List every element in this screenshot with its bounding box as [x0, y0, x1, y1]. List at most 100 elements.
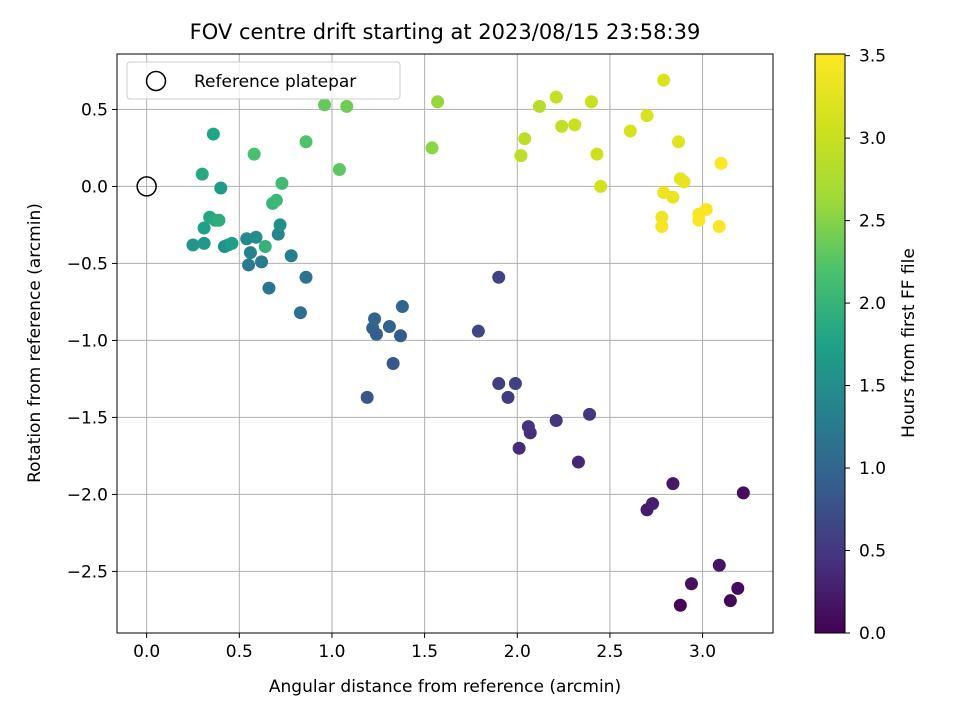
- data-point: [258, 239, 272, 253]
- colorbar-tick-label: 3.5: [859, 47, 886, 67]
- data-point: [197, 221, 211, 235]
- y-tick-label: −0.5: [67, 254, 108, 274]
- data-point: [568, 118, 582, 132]
- data-point: [692, 213, 706, 227]
- data-point: [623, 124, 637, 138]
- y-tick-label: 0.5: [81, 100, 108, 120]
- data-point: [646, 497, 660, 511]
- data-point: [318, 98, 332, 112]
- data-point: [275, 176, 289, 190]
- legend-reference-marker: [145, 70, 167, 92]
- plot-frame: [116, 53, 774, 634]
- data-point: [395, 300, 409, 314]
- data-point: [293, 306, 307, 320]
- data-point: [269, 193, 283, 207]
- data-point: [699, 203, 713, 217]
- x-axis-ticks: 0.0 0.5 1.0 1.5 2.0 2.5 3.0: [133, 633, 716, 662]
- data-point: [518, 132, 532, 146]
- legend: Reference platepar: [126, 61, 401, 100]
- colorbar-tick-label: 0.5: [859, 542, 886, 562]
- data-point: [206, 127, 220, 141]
- data-point: [731, 581, 745, 595]
- x-tick-label: 2.0: [504, 642, 531, 662]
- x-tick-label: 1.5: [411, 642, 438, 662]
- data-point: [471, 324, 485, 338]
- colorbar: 0.0 0.5 1.0 1.5 2.0 2.5 3.0 3.5 Hours from firs…: [814, 47, 919, 644]
- data-point: [671, 135, 685, 149]
- x-tick-label: 1.0: [318, 642, 345, 662]
- data-point: [508, 377, 522, 391]
- legend-label: Reference platepar: [194, 72, 356, 92]
- data-point: [386, 357, 400, 371]
- data-point: [492, 270, 506, 284]
- data-point: [655, 210, 669, 224]
- data-point: [673, 598, 687, 612]
- data-point: [273, 218, 287, 232]
- data-point: [657, 186, 671, 200]
- data-point: [332, 162, 346, 176]
- data-point: [640, 109, 654, 123]
- colorbar-ticks: 0.0 0.5 1.0 1.5 2.0 2.5 3.0 3.5: [845, 47, 886, 644]
- data-point: [197, 236, 211, 250]
- data-point: [212, 213, 226, 227]
- data-point: [262, 281, 276, 295]
- data-point: [247, 147, 261, 161]
- data-point: [340, 99, 354, 113]
- data-point: [684, 577, 698, 591]
- data-point: [501, 390, 515, 404]
- reference-platepar-marker: [136, 176, 157, 197]
- x-tick-label: 3.0: [689, 642, 716, 662]
- y-axis-label: Rotation from reference (arcmin): [25, 203, 45, 483]
- data-point: [249, 230, 263, 244]
- data-point: [521, 420, 535, 434]
- data-point: [712, 558, 726, 572]
- data-point: [590, 147, 604, 161]
- data-point: [242, 258, 256, 272]
- colorbar-tick-label: 1.5: [859, 377, 886, 397]
- data-point: [243, 246, 257, 260]
- data-point: [186, 238, 200, 252]
- colorbar-gradient: [814, 53, 846, 634]
- legend-box: [126, 61, 401, 100]
- data-point: [299, 270, 313, 284]
- data-point: [225, 236, 239, 250]
- data-point: [594, 179, 608, 193]
- data-point: [512, 441, 526, 455]
- data-point: [382, 320, 396, 334]
- x-tick-label: 0.5: [226, 642, 253, 662]
- data-point: [492, 377, 506, 391]
- data-point: [714, 156, 728, 170]
- data-point: [431, 95, 445, 109]
- data-point: [723, 594, 737, 608]
- data-point: [583, 407, 597, 421]
- chart-title: FOV centre drift starting at 2023/08/15 …: [190, 20, 701, 44]
- data-point: [555, 119, 569, 133]
- data-point: [214, 181, 228, 195]
- data-point: [549, 90, 563, 104]
- grid-lines: [117, 54, 773, 633]
- data-point: [549, 413, 563, 427]
- colorbar-tick-label: 0.0: [859, 624, 886, 644]
- data-point: [255, 255, 269, 269]
- data-point: [571, 455, 585, 469]
- colorbar-tick-label: 2.0: [859, 294, 886, 314]
- data-point: [299, 135, 313, 149]
- x-tick-label: 0.0: [133, 642, 160, 662]
- data-point: [584, 95, 598, 109]
- data-point: [736, 486, 750, 500]
- data-point: [657, 73, 671, 87]
- data-point: [712, 219, 726, 233]
- data-point: [425, 141, 439, 155]
- data-point: [360, 390, 374, 404]
- data-point: [677, 175, 691, 189]
- data-points: [186, 73, 750, 612]
- colorbar-tick-label: 1.0: [859, 459, 886, 479]
- x-tick-label: 2.5: [596, 642, 623, 662]
- colorbar-tick-label: 3.0: [859, 129, 886, 149]
- data-point: [195, 167, 209, 181]
- data-point: [514, 149, 528, 163]
- y-axis-ticks: 0.5 0.0 −0.5 −1.0 −1.5 −2.0 −2.5: [67, 100, 117, 582]
- data-point: [666, 477, 680, 491]
- x-axis-label: Angular distance from reference (arcmin): [269, 677, 621, 697]
